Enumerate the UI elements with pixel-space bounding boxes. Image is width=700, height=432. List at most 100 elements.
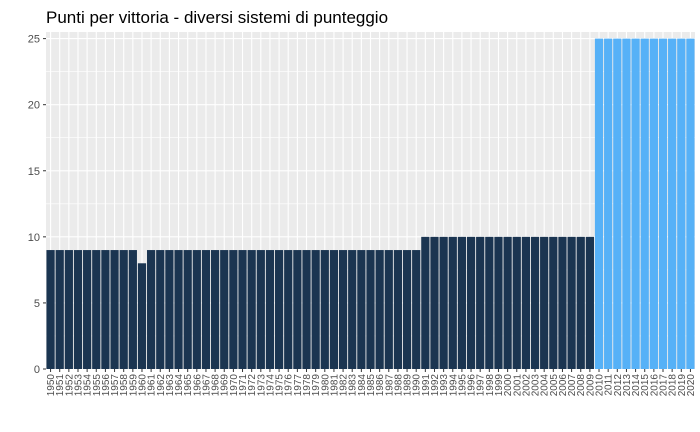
x-tick-label: 1978 [302,374,313,397]
bar-1966 [192,250,201,369]
x-tick-label: 1997 [476,374,487,397]
bar-1976 [284,250,293,369]
x-tick-label: 2002 [521,374,532,397]
x-tick-label: 1987 [384,374,395,397]
bar-1972 [247,250,256,369]
y-tick-label: 5 [34,298,40,310]
x-tick-label: 2017 [659,374,670,397]
bar-1968 [210,250,220,369]
x-tick-label: 1980 [320,374,331,397]
x-tick-label: 1955 [92,374,103,397]
bar-1963 [165,250,174,369]
x-tick-label: 1976 [284,374,295,397]
x-tick-label: 2009 [585,374,596,397]
x-tick-label: 2018 [668,374,679,397]
bar-2001 [512,236,521,369]
y-tick-label: 0 [34,364,40,376]
bar-1975 [274,250,284,369]
bar-1954 [83,250,92,369]
x-tick-label: 1979 [311,374,322,397]
x-tick-label: 2004 [540,374,551,397]
x-tick-label: 1986 [375,374,386,397]
bar-1965 [183,250,192,369]
bar-2018 [668,38,677,369]
y-tick-label: 25 [28,34,40,46]
bar-1956 [101,250,110,369]
x-tick-label: 1999 [494,374,505,397]
x-tick-label: 1967 [201,374,212,397]
bar-2010 [594,38,604,369]
bar-1952 [64,250,73,369]
bar-1950 [46,250,55,369]
x-tick-label: 2000 [503,374,514,397]
x-tick-label: 1960 [137,374,148,397]
bar-1979 [311,250,320,369]
x-tick-label: 1988 [393,374,404,397]
bars [46,38,695,369]
bar-2008 [576,236,585,369]
bar-1987 [384,250,393,369]
x-tick-label: 1961 [147,374,158,397]
x-tick-label: 1984 [357,374,368,397]
x-tick-label: 2011 [604,374,615,396]
bar-1985 [366,250,375,369]
x-tick-label: 2012 [613,374,624,397]
bar-1991 [421,236,430,369]
bar-2013 [622,38,631,369]
x-tick-label: 2007 [567,374,578,397]
bar-1996 [466,236,476,369]
bar-1992 [430,236,439,369]
bar-1961 [147,250,156,369]
bar-2012 [613,38,622,369]
bar-1953 [73,250,83,369]
bar-1971 [238,250,247,369]
x-tick-label: 1994 [448,374,459,397]
y-axis: 0 5 10 15 20 25 [28,34,46,376]
x-tick-label: 2008 [576,374,587,397]
bar-1998 [485,236,494,369]
x-tick-label: 1959 [128,374,139,397]
x-tick-label: 1964 [174,374,185,397]
x-tick-label: 1991 [421,374,432,397]
bar-1951 [55,250,64,369]
y-tick-label: 20 [28,100,40,112]
bar-2014 [631,38,640,369]
bar-1969 [220,250,229,369]
x-tick-label: 2020 [686,374,697,397]
bar-2006 [558,236,567,369]
bar-1974 [265,250,275,369]
bar-1962 [156,250,165,369]
x-tick-label: 1957 [110,374,121,397]
chart-title: Punti per vittoria - diversi sistemi di … [46,8,388,27]
bar-2005 [549,236,558,369]
x-tick-label: 1966 [192,374,203,397]
bar-1978 [302,250,311,369]
x-tick-label: 1982 [339,374,350,397]
bar-2000 [503,236,512,369]
x-tick-label: 1965 [183,374,194,397]
bar-1988 [393,250,403,369]
bar-1964 [174,250,183,369]
x-tick-label: 2015 [640,374,651,397]
x-tick-label: 2013 [622,374,633,397]
x-tick-label: 1970 [229,374,240,397]
bar-1993 [439,236,448,369]
bar-1986 [375,250,384,369]
x-tick-label: 1995 [457,374,468,397]
y-tick-label: 10 [28,232,40,244]
bar-2016 [649,38,658,369]
x-tick-label: 1958 [119,374,130,397]
x-tick-label: 1952 [64,374,75,397]
bar-1960 [137,263,147,369]
bar-1980 [320,250,329,369]
bar-1994 [448,236,457,369]
bar-1977 [293,250,302,369]
x-tick-label: 1969 [220,374,231,397]
x-tick-label: 2014 [631,374,642,397]
x-tick-label: 1953 [73,374,84,397]
x-tick-label: 2019 [677,374,688,397]
x-tick-label: 1950 [46,374,57,397]
x-tick-label: 1998 [485,374,496,397]
bar-2019 [677,38,686,369]
